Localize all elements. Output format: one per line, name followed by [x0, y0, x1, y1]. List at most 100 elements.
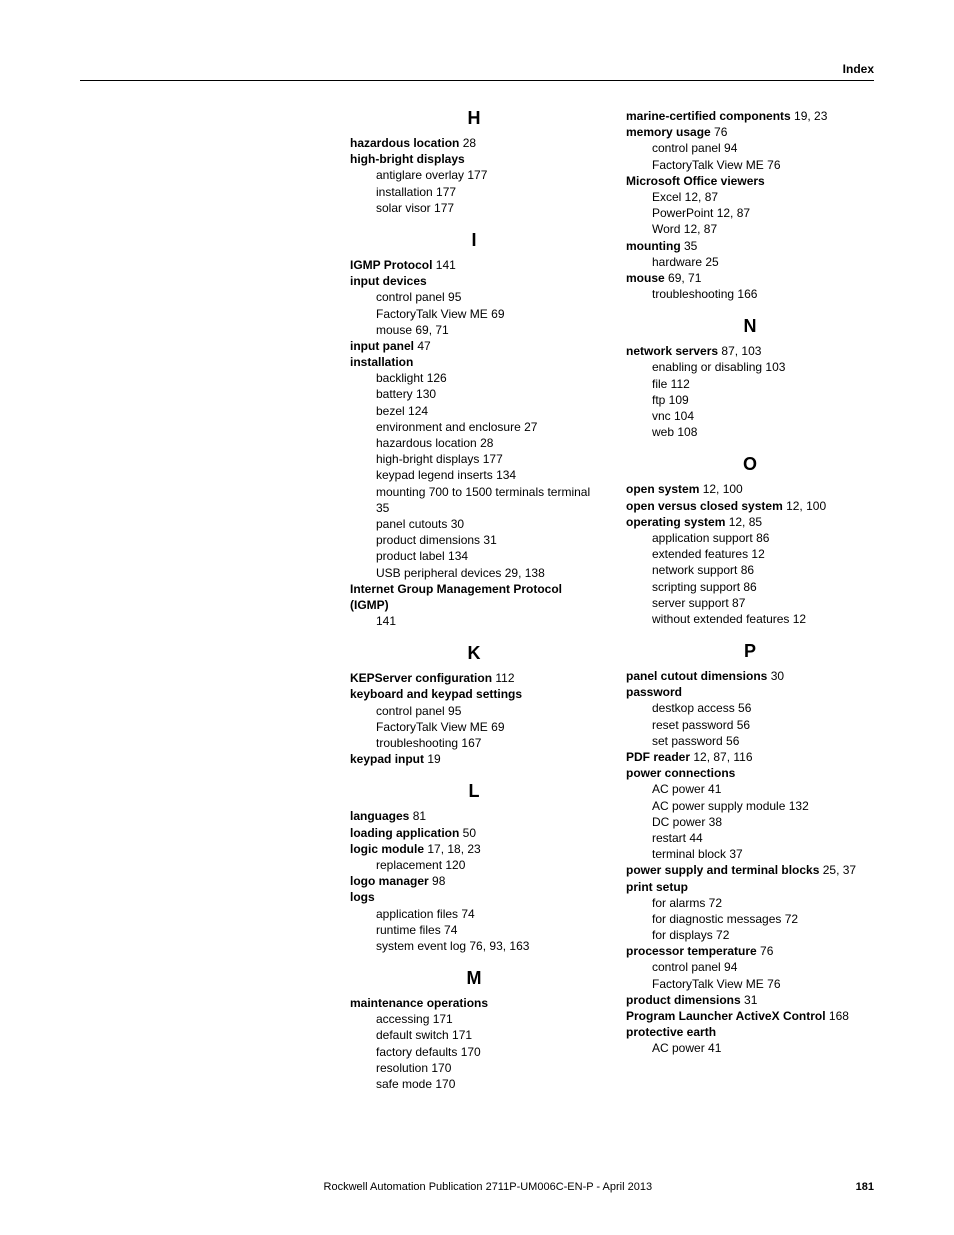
index-subentry: troubleshooting 167: [376, 735, 598, 751]
index-entry: power connections: [626, 765, 874, 781]
index-term: input panel: [350, 339, 414, 353]
index-entry: IGMP Protocol 141: [350, 257, 598, 273]
index-subentry: FactoryTalk View ME 69: [376, 306, 598, 322]
index-subentry: for alarms 72: [652, 895, 874, 911]
index-subentry: control panel 95: [376, 703, 598, 719]
index-subentry: factory defaults 170: [376, 1044, 598, 1060]
index-subentry: control panel 94: [652, 140, 874, 156]
index-subentry: bezel 124: [376, 403, 598, 419]
index-pages: 76: [757, 944, 774, 958]
index-pages: 112: [492, 671, 514, 685]
index-subentry: runtime files 74: [376, 922, 598, 938]
index-subentry: control panel 94: [652, 959, 874, 975]
index-entry: memory usage 76: [626, 124, 874, 140]
index-subentry: vnc 104: [652, 408, 874, 424]
index-subentry: application files 74: [376, 906, 598, 922]
section-letter: I: [350, 230, 598, 251]
index-pages: 17, 18, 23: [424, 842, 481, 856]
index-subentry: 141: [376, 613, 598, 629]
index-entry: Internet Group Management Protocol (IGMP…: [350, 581, 598, 613]
index-subentry: web 108: [652, 424, 874, 440]
index-subentry: safe mode 170: [376, 1076, 598, 1092]
index-term: KEPServer configuration: [350, 671, 492, 685]
index-term: Internet Group Management Protocol (IGMP…: [350, 582, 562, 612]
index-pages: 47: [414, 339, 431, 353]
index-entry: power supply and terminal blocks 25, 37: [626, 862, 874, 878]
page-number: 181: [856, 1181, 874, 1193]
index-subentry: network support 86: [652, 562, 874, 578]
index-subentry: for displays 72: [652, 927, 874, 943]
index-subentry: environment and enclosure 27: [376, 419, 598, 435]
index-entry: KEPServer configuration 112: [350, 670, 598, 686]
section-letter: O: [626, 454, 874, 475]
index-term: keyboard and keypad settings: [350, 687, 522, 701]
index-subentry: DC power 38: [652, 814, 874, 830]
index-subentry: product label 134: [376, 548, 598, 564]
running-header: Index: [843, 62, 874, 76]
index-entry: loading application 50: [350, 825, 598, 841]
index-subentry: AC power 41: [652, 781, 874, 797]
index-subentry: FactoryTalk View ME 69: [376, 719, 598, 735]
index-subentry: for diagnostic messages 72: [652, 911, 874, 927]
index-entry: maintenance operations: [350, 995, 598, 1011]
index-term: marine-certified components: [626, 109, 791, 123]
index-pages: 87, 103: [718, 344, 761, 358]
index-pages: 98: [429, 874, 446, 888]
index-subentry: resolution 170: [376, 1060, 598, 1076]
index-pages: 12, 87, 116: [690, 750, 753, 764]
index-entry: keyboard and keypad settings: [350, 686, 598, 702]
index-subentry: high-bright displays 177: [376, 451, 598, 467]
index-subentry: mounting 700 to 1500 terminals terminal …: [376, 484, 598, 516]
publication-line: Rockwell Automation Publication 2711P-UM…: [120, 1181, 856, 1193]
index-subentry: system event log 76, 93, 163: [376, 938, 598, 954]
index-term: power supply and terminal blocks: [626, 863, 819, 877]
index-subentry: enabling or disabling 103: [652, 359, 874, 375]
index-term: protective earth: [626, 1025, 716, 1039]
index-entry: mounting 35: [626, 238, 874, 254]
index-pages: 19: [424, 752, 441, 766]
section-letter: P: [626, 641, 874, 662]
index-pages: 50: [459, 826, 476, 840]
index-subentry: solar visor 177: [376, 200, 598, 216]
index-term: logo manager: [350, 874, 429, 888]
index-term: Microsoft Office viewers: [626, 174, 765, 188]
index-pages: 28: [459, 136, 476, 150]
index-subentry: hardware 25: [652, 254, 874, 270]
index-term: IGMP Protocol: [350, 258, 432, 272]
index-term: print setup: [626, 880, 688, 894]
index-pages: 69, 71: [665, 271, 702, 285]
index-column-right: marine-certified components 19, 23memory…: [626, 108, 874, 1092]
index-entry: languages 81: [350, 808, 598, 824]
index-subentry: ftp 109: [652, 392, 874, 408]
index-term: operating system: [626, 515, 725, 529]
index-entry: keypad input 19: [350, 751, 598, 767]
index-subentry: extended features 12: [652, 546, 874, 562]
index-subentry: reset password 56: [652, 717, 874, 733]
index-entry: protective earth: [626, 1024, 874, 1040]
index-entry: mouse 69, 71: [626, 270, 874, 286]
index-subentry: backlight 126: [376, 370, 598, 386]
index-subentry: FactoryTalk View ME 76: [652, 976, 874, 992]
index-term: power connections: [626, 766, 735, 780]
index-subentry: accessing 171: [376, 1011, 598, 1027]
index-subentry: troubleshooting 166: [652, 286, 874, 302]
index-entry: panel cutout dimensions 30: [626, 668, 874, 684]
index-pages: 19, 23: [791, 109, 828, 123]
index-subentry: antiglare overlay 177: [376, 167, 598, 183]
index-subentry: application support 86: [652, 530, 874, 546]
index-column-left: Hhazardous location 28high-bright displa…: [350, 108, 598, 1092]
index-subentry: PowerPoint 12, 87: [652, 205, 874, 221]
index-pages: 168: [826, 1009, 849, 1023]
index-subentry: panel cutouts 30: [376, 516, 598, 532]
index-subentry: FactoryTalk View ME 76: [652, 157, 874, 173]
index-subentry: product dimensions 31: [376, 532, 598, 548]
index-pages: 76: [711, 125, 728, 139]
index-entry: input panel 47: [350, 338, 598, 354]
index-subentry: battery 130: [376, 386, 598, 402]
index-subentry: Excel 12, 87: [652, 189, 874, 205]
index-term: Program Launcher ActiveX Control: [626, 1009, 826, 1023]
index-term: logs: [350, 890, 375, 904]
index-subentry: mouse 69, 71: [376, 322, 598, 338]
index-term: installation: [350, 355, 413, 369]
index-term: mounting: [626, 239, 681, 253]
